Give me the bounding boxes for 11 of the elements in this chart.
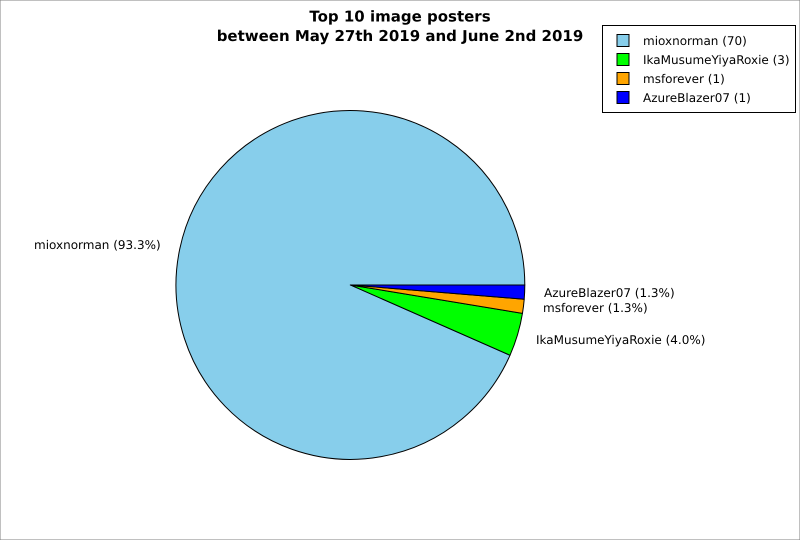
- legend-label: mioxnorman (70): [643, 34, 747, 48]
- data-label: AzureBlazer07 (1.3%): [544, 286, 675, 300]
- legend-label: msforever (1): [643, 72, 725, 86]
- data-label: IkaMusumeYiyaRoxie (4.0%): [536, 333, 706, 347]
- pie-slice: [176, 110, 526, 460]
- data-label: msforever (1.3%): [543, 301, 648, 315]
- data-label: mioxnorman (93.3%): [34, 238, 161, 252]
- chart-title: Top 10 image posters between May 27th 2019 and June 2nd 2019: [216, 8, 584, 46]
- pie-slice: [350, 284, 523, 356]
- legend-label: AzureBlazer07 (1): [643, 91, 751, 106]
- legend-label: IkaMusumeYiyaRoxie (3): [643, 53, 790, 68]
